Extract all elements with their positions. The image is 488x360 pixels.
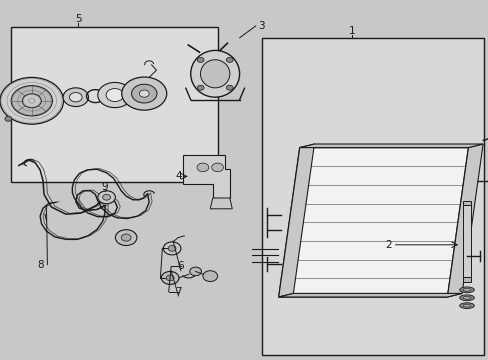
Polygon shape — [183, 155, 229, 198]
Bar — [462, 201, 470, 205]
Polygon shape — [299, 144, 482, 148]
Bar — [11, 27, 217, 182]
Circle shape — [163, 242, 181, 255]
Text: 5: 5 — [75, 14, 81, 24]
Circle shape — [0, 77, 63, 124]
Circle shape — [115, 230, 137, 246]
Polygon shape — [210, 198, 232, 209]
Circle shape — [98, 191, 115, 204]
Ellipse shape — [462, 304, 470, 307]
Ellipse shape — [459, 287, 473, 293]
Ellipse shape — [200, 60, 229, 88]
Text: 1: 1 — [348, 26, 355, 36]
Ellipse shape — [462, 288, 470, 291]
Bar — [462, 277, 470, 282]
Polygon shape — [278, 144, 314, 297]
Ellipse shape — [459, 295, 473, 301]
Circle shape — [168, 246, 176, 251]
Circle shape — [166, 275, 174, 281]
Text: 3: 3 — [258, 21, 264, 31]
Circle shape — [63, 88, 88, 107]
Circle shape — [131, 84, 157, 103]
Text: 7: 7 — [175, 287, 182, 297]
Circle shape — [203, 271, 217, 282]
Circle shape — [69, 93, 82, 102]
Text: 6: 6 — [177, 261, 184, 271]
Circle shape — [11, 86, 52, 116]
Circle shape — [197, 85, 203, 90]
Text: 2: 2 — [385, 240, 391, 250]
Circle shape — [197, 163, 208, 172]
Text: 8: 8 — [37, 260, 43, 270]
Circle shape — [102, 194, 110, 200]
Circle shape — [161, 271, 179, 284]
Bar — [261, 38, 483, 355]
Ellipse shape — [459, 303, 473, 309]
Polygon shape — [278, 148, 468, 297]
Circle shape — [98, 82, 132, 108]
Circle shape — [226, 85, 233, 90]
Circle shape — [121, 234, 131, 241]
Text: 4: 4 — [175, 171, 182, 181]
Circle shape — [122, 77, 166, 110]
Circle shape — [226, 57, 233, 62]
Ellipse shape — [462, 296, 470, 299]
Circle shape — [197, 57, 203, 62]
Circle shape — [5, 116, 12, 121]
Circle shape — [189, 267, 201, 276]
Polygon shape — [447, 144, 482, 297]
Ellipse shape — [190, 50, 239, 97]
Bar — [462, 205, 470, 277]
Text: 9: 9 — [102, 182, 108, 192]
Circle shape — [139, 90, 149, 97]
Circle shape — [211, 163, 223, 172]
Circle shape — [22, 94, 41, 108]
Circle shape — [106, 89, 123, 102]
Polygon shape — [278, 293, 461, 297]
